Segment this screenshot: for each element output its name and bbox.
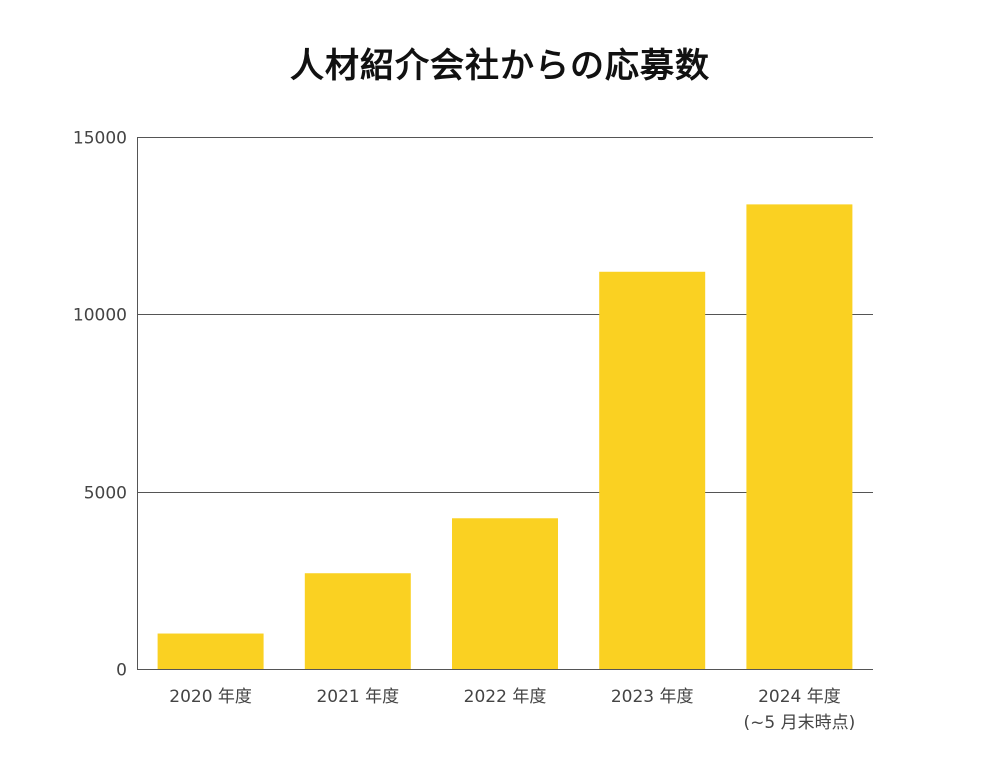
y-tick-label: 15000 [73,129,127,149]
y-tick-label: 0 [116,661,127,681]
bars [157,204,853,670]
x-axis-labels: 2020 年度 2021 年度 2022 年度 2023 年度 2024 年度 (~5 月… [169,687,855,733]
x-tick-label: 2022 年度 [464,687,547,707]
bar-2 [452,518,558,669]
y-axis-ticks: 0 5000 10000 15000 [73,129,127,681]
chart-title: 人材紹介会社からの応募数 [290,46,710,86]
x-tick-label: 2024 年度 [758,687,841,707]
x-tick-label: 2023 年度 [611,687,694,707]
axes [137,137,873,670]
y-tick-label: 5000 [84,484,127,504]
bar-4 [746,204,853,670]
y-tick-label: 10000 [73,306,127,326]
x-tick-label: 2020 年度 [169,687,252,707]
bar-0 [157,633,264,669]
x-tick-label: (~5 月末時点) [744,713,856,733]
bar-1 [304,573,411,669]
x-tick-label: 2021 年度 [316,687,399,707]
bar-3 [599,271,706,669]
